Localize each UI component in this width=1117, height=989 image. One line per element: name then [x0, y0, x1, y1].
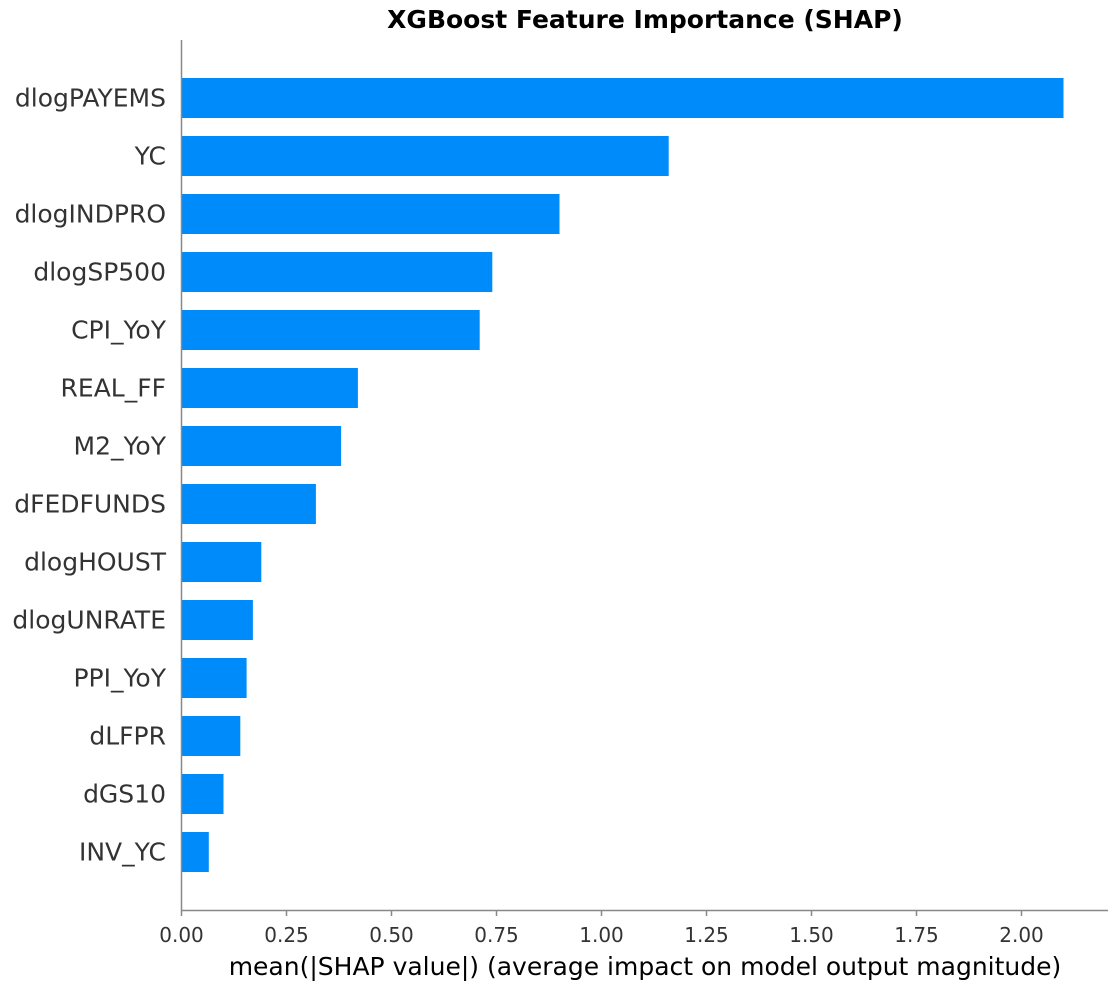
category-label-dlogpayems: dlogPAYEMS: [15, 84, 166, 113]
chart-title: XGBoost Feature Importance (SHAP): [387, 5, 903, 34]
x-tick-label: 0.00: [159, 923, 204, 947]
bar-cpi-yoy: [181, 310, 480, 350]
x-tick-label: 1.50: [789, 923, 834, 947]
category-label-real-ff: REAL_FF: [61, 374, 166, 403]
category-label-dlogindpro: dlogINDPRO: [15, 200, 166, 229]
bar-m2-yoy: [181, 426, 342, 466]
bar-yc: [181, 136, 669, 176]
bar-dlogsp500: [181, 252, 493, 292]
x-tick-label: 1.25: [684, 923, 729, 947]
category-label-cpi-yoy: CPI_YoY: [71, 316, 167, 345]
category-labels: dlogPAYEMS YC dlogINDPRO dlogSP500 CPI_YoY RE…: [12, 84, 166, 867]
bar-inv-yc: [181, 832, 209, 872]
x-tick-label: 0.50: [369, 923, 414, 947]
x-tick-label: 2.00: [999, 923, 1044, 947]
category-label-yc: YC: [134, 142, 166, 171]
bar-real-ff: [181, 368, 358, 408]
category-label-dgs10: dGS10: [83, 780, 166, 809]
x-tick-label: 1.75: [894, 923, 939, 947]
x-tick-label: 1.00: [579, 923, 624, 947]
bar-dfedfunds: [181, 484, 316, 524]
category-label-inv-yc: INV_YC: [79, 838, 166, 867]
bar-dlogindpro: [181, 194, 560, 234]
category-label-dfedfunds: dFEDFUNDS: [14, 490, 166, 519]
category-label-ppi-yoy: PPI_YoY: [73, 664, 166, 693]
bar-dlogunrate: [181, 600, 253, 640]
bar-dloghoust: [181, 542, 262, 582]
bar-dlfpr: [181, 716, 241, 756]
x-tick-label: 0.25: [264, 923, 309, 947]
category-label-m2-yoy: M2_YoY: [74, 432, 167, 461]
x-tick-label: 0.75: [474, 923, 519, 947]
category-label-dlogsp500: dlogSP500: [33, 258, 166, 287]
x-axis-ticks: 0.00 0.25 0.50 0.75 1.00 1.25 1.50 1.75 2.00: [159, 910, 1044, 947]
bar-ppi-yoy: [181, 658, 247, 698]
category-label-dloghoust: dlogHOUST: [24, 548, 167, 577]
category-label-dlfpr: dLFPR: [89, 722, 166, 751]
category-label-dlogunrate: dlogUNRATE: [12, 606, 166, 635]
bar-dgs10: [181, 774, 224, 814]
bars-layer: [181, 78, 1064, 872]
x-axis-label: mean(|SHAP value|) (average impact on mo…: [229, 952, 1062, 981]
bar-dlogpayems: [181, 78, 1064, 118]
